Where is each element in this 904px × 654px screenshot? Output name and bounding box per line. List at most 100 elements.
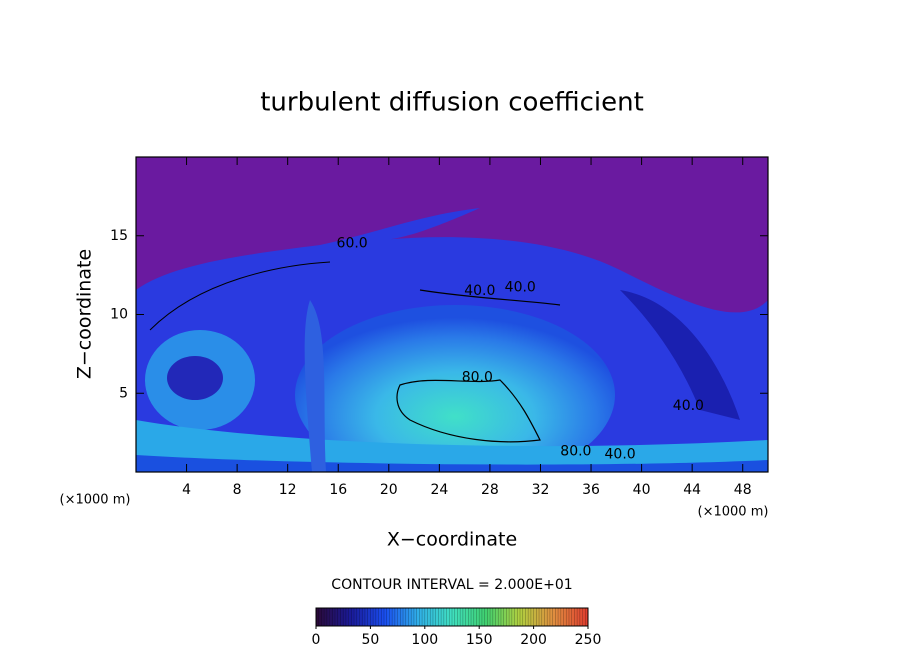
colorbar-cell bbox=[452, 608, 456, 626]
colorbar-cell bbox=[422, 608, 426, 626]
colorbar-cell bbox=[397, 608, 401, 626]
colorbar-cell bbox=[473, 608, 477, 626]
colorbar-cell bbox=[517, 608, 521, 626]
colorbar-tick-label: 150 bbox=[466, 632, 493, 648]
x-tick-label: 8 bbox=[233, 482, 242, 498]
x-axis-label: X−coordinate bbox=[387, 529, 517, 551]
contour-label: 40.0 bbox=[505, 280, 536, 296]
colorbar-cell bbox=[446, 608, 450, 626]
colorbar-cell bbox=[356, 608, 360, 626]
contour-label: 40.0 bbox=[605, 447, 636, 463]
colorbar-cell bbox=[563, 608, 567, 626]
colorbar-cell bbox=[541, 608, 545, 626]
colorbar-cell bbox=[329, 608, 333, 626]
colorbar-cell bbox=[386, 608, 390, 626]
colorbar-cell bbox=[577, 608, 581, 626]
colorbar-cell bbox=[492, 608, 496, 626]
contour-label: 60.0 bbox=[337, 236, 368, 252]
x-tick-label: 20 bbox=[380, 482, 398, 498]
colorbar-cell bbox=[424, 608, 428, 626]
colorbar-cell bbox=[381, 608, 385, 626]
field-contour bbox=[396, 379, 541, 443]
colorbar-cell bbox=[367, 608, 371, 626]
colorbar-cell bbox=[373, 608, 377, 626]
x-tick-label: 28 bbox=[481, 482, 499, 498]
field-shape bbox=[136, 455, 768, 472]
colorbar-cell bbox=[408, 608, 412, 626]
colorbar-cell bbox=[498, 608, 502, 626]
y-tick-label: 15 bbox=[110, 228, 128, 244]
colorbar-cell bbox=[413, 608, 417, 626]
contour-interval: CONTOUR INTERVAL = 2.000E+01 bbox=[331, 577, 572, 593]
colorbar-cell bbox=[476, 608, 480, 626]
colorbar-cell bbox=[405, 608, 409, 626]
colorbar-cell bbox=[495, 608, 499, 626]
colorbar-frame bbox=[315, 607, 589, 627]
colorbar-cell bbox=[332, 608, 336, 626]
colorbar-cell bbox=[378, 608, 382, 626]
field bbox=[136, 157, 768, 472]
colorbar-cell bbox=[443, 608, 447, 626]
colorbar bbox=[315, 608, 589, 626]
colorbar-cell bbox=[571, 608, 575, 626]
contour-label: 40.0 bbox=[464, 283, 495, 299]
colorbar-cell bbox=[345, 608, 349, 626]
colorbar-tick-label: 200 bbox=[520, 632, 547, 648]
colorbar-cell bbox=[511, 608, 515, 626]
y-axis-label: Z−coordinate bbox=[74, 249, 96, 379]
x-tick-label: 16 bbox=[329, 482, 347, 498]
colorbar-cell bbox=[582, 608, 586, 626]
colorbar-tick-label: 50 bbox=[361, 632, 379, 648]
colorbar-cell bbox=[438, 608, 442, 626]
colorbar-cell bbox=[457, 608, 461, 626]
colorbar-cell bbox=[430, 608, 434, 626]
y-tick-label: 5 bbox=[119, 385, 128, 401]
colorbar-cell bbox=[522, 608, 526, 626]
colorbar-cell bbox=[585, 608, 589, 626]
colorbar-cell bbox=[343, 608, 347, 626]
colorbar-cell bbox=[536, 608, 540, 626]
colorbar-cell bbox=[479, 608, 483, 626]
colorbar-tick-label: 100 bbox=[411, 632, 438, 648]
x-tick-label: 36 bbox=[582, 482, 600, 498]
colorbar-cell bbox=[544, 608, 548, 626]
colorbar-cell bbox=[509, 608, 513, 626]
colorbar-cell bbox=[348, 608, 352, 626]
colorbar-cell bbox=[552, 608, 556, 626]
colorbar-cell bbox=[449, 608, 453, 626]
colorbar-cell bbox=[560, 608, 564, 626]
colorbar-tick-label: 250 bbox=[575, 632, 602, 648]
colorbar-cell bbox=[419, 608, 423, 626]
colorbar-cell bbox=[432, 608, 436, 626]
colorbar-cell bbox=[351, 608, 355, 626]
field-shape bbox=[167, 356, 223, 400]
colorbar-cell bbox=[375, 608, 379, 626]
x-tick-label: 44 bbox=[683, 482, 701, 498]
colorbar-cell bbox=[400, 608, 404, 626]
colorbar-cell bbox=[490, 608, 494, 626]
colorbar-cell bbox=[471, 608, 475, 626]
colorbar-cell bbox=[359, 608, 363, 626]
colorbar-cell bbox=[441, 608, 445, 626]
colorbar-cell bbox=[555, 608, 559, 626]
colorbar-cell bbox=[316, 608, 320, 626]
field-contour bbox=[419, 289, 561, 306]
colorbar-cell bbox=[362, 608, 366, 626]
colorbar-cell bbox=[337, 608, 341, 626]
colorbar-cell bbox=[539, 608, 543, 626]
colorbar-cell bbox=[318, 608, 322, 626]
colorbar-cell bbox=[416, 608, 420, 626]
field-shape bbox=[304, 300, 326, 472]
colorbar-cell bbox=[568, 608, 572, 626]
colorbar-cell bbox=[403, 608, 407, 626]
colorbar-cell bbox=[370, 608, 374, 626]
colorbar-cell bbox=[525, 608, 529, 626]
field-contour bbox=[149, 261, 331, 331]
colorbar-cell bbox=[384, 608, 388, 626]
colorbar-cell bbox=[364, 608, 368, 626]
colorbar-cell bbox=[465, 608, 469, 626]
colorbar-cell bbox=[468, 608, 472, 626]
colorbar-cell bbox=[321, 608, 325, 626]
colorbar-tick-label: 0 bbox=[312, 632, 321, 648]
x-tick-label: 12 bbox=[279, 482, 297, 498]
